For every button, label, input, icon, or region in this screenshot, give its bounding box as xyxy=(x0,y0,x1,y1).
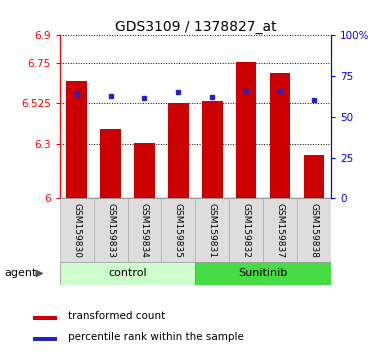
Text: GSM159835: GSM159835 xyxy=(174,202,183,258)
FancyBboxPatch shape xyxy=(94,198,127,262)
FancyBboxPatch shape xyxy=(297,198,331,262)
Bar xyxy=(33,337,57,341)
Text: GSM159834: GSM159834 xyxy=(140,202,149,258)
Bar xyxy=(304,155,324,198)
FancyBboxPatch shape xyxy=(60,262,195,285)
Text: agent: agent xyxy=(5,268,37,279)
Bar xyxy=(134,143,155,198)
Bar xyxy=(168,103,189,198)
Bar xyxy=(100,130,121,198)
Text: GSM159838: GSM159838 xyxy=(310,202,319,258)
FancyBboxPatch shape xyxy=(263,198,297,262)
FancyBboxPatch shape xyxy=(161,198,195,262)
Bar xyxy=(33,316,57,320)
FancyBboxPatch shape xyxy=(229,198,263,262)
FancyBboxPatch shape xyxy=(60,198,94,262)
Text: control: control xyxy=(108,268,147,279)
Bar xyxy=(67,81,87,198)
Title: GDS3109 / 1378827_at: GDS3109 / 1378827_at xyxy=(115,21,276,34)
Bar xyxy=(202,102,223,198)
FancyBboxPatch shape xyxy=(127,198,161,262)
Text: transformed count: transformed count xyxy=(68,311,165,321)
Text: GSM159832: GSM159832 xyxy=(242,202,251,258)
Text: GSM159837: GSM159837 xyxy=(276,202,285,258)
Text: Sunitinib: Sunitinib xyxy=(239,268,288,279)
Bar xyxy=(236,62,256,198)
FancyBboxPatch shape xyxy=(195,198,229,262)
Bar xyxy=(270,73,290,198)
Text: GSM159831: GSM159831 xyxy=(208,202,217,258)
Text: GSM159830: GSM159830 xyxy=(72,202,81,258)
Text: percentile rank within the sample: percentile rank within the sample xyxy=(68,332,244,342)
FancyBboxPatch shape xyxy=(195,262,331,285)
Text: GSM159833: GSM159833 xyxy=(106,202,115,258)
